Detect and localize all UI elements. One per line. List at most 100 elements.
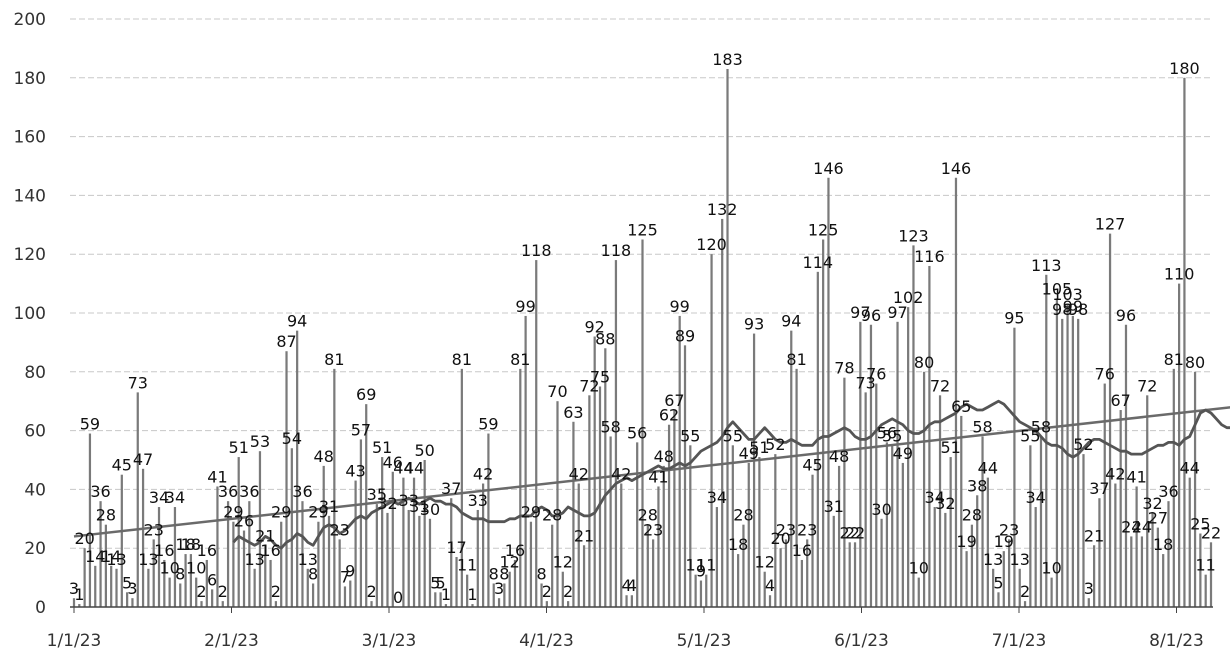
bar	[678, 315, 681, 607]
bar-data-label: 23	[776, 520, 796, 539]
bar-data-label: 13	[1010, 550, 1030, 569]
bar	[901, 462, 904, 607]
bar	[928, 265, 931, 607]
bar	[620, 483, 623, 607]
bar-data-label: 41	[207, 467, 227, 486]
bar	[513, 559, 517, 607]
bar-data-label: 45	[802, 456, 822, 475]
bar-data-label: 11	[457, 556, 477, 575]
bar-data-label: 36	[218, 482, 238, 501]
bar	[78, 604, 81, 607]
bar	[875, 383, 878, 607]
bar	[423, 460, 426, 607]
bar-data-label: 12	[553, 553, 573, 572]
bar	[768, 595, 772, 607]
bar	[907, 307, 910, 607]
bar-data-label: 3	[127, 579, 137, 598]
bar	[976, 495, 979, 607]
bar-data-label: 30	[871, 500, 891, 519]
bar-data-label: 32	[1142, 494, 1162, 513]
bar-data-label: 22	[840, 523, 860, 542]
bar-data-label: 76	[1095, 365, 1115, 384]
bar	[391, 471, 394, 607]
bar	[359, 439, 363, 607]
y-tick-label: 120	[14, 245, 46, 265]
bar	[455, 557, 458, 607]
bar	[588, 395, 591, 607]
bar	[641, 239, 644, 607]
bar-data-label: 103	[1052, 285, 1083, 304]
bar	[944, 512, 947, 607]
bar-data-label: 2	[218, 582, 228, 601]
bar-data-label: 10	[159, 559, 179, 578]
bar	[152, 539, 155, 607]
bar	[173, 507, 177, 607]
bar-data-label: 0	[393, 588, 403, 607]
bar-data-label: 24	[1132, 517, 1152, 536]
y-tick-label: 60	[24, 422, 46, 442]
bar-data-label: 8	[308, 564, 318, 583]
bar-data-label: 10	[1041, 559, 1061, 578]
data-labels: 3120591436281413455373471323341610348181…	[69, 50, 1221, 607]
bar	[1050, 577, 1053, 607]
bar	[258, 451, 262, 607]
bar	[1151, 512, 1154, 607]
bar-data-label: 4	[765, 576, 775, 595]
bar	[1167, 501, 1170, 607]
bar-data-label: 1	[467, 585, 477, 604]
bar-data-label: 29	[521, 503, 541, 522]
bar-data-label: 31	[319, 497, 339, 516]
bar-data-label: 37	[1089, 479, 1109, 498]
bar-data-label: 59	[478, 415, 498, 434]
bar	[317, 521, 320, 607]
trendline	[73, 406, 1230, 538]
bar	[662, 465, 665, 607]
bar	[715, 507, 718, 607]
bar-data-label: 75	[590, 368, 610, 387]
bar	[104, 524, 107, 607]
bar-data-label: 114	[803, 253, 834, 272]
moving-average-line	[232, 399, 1230, 550]
bar	[970, 524, 974, 607]
bar	[795, 368, 798, 607]
bar-data-label: 11	[685, 556, 705, 575]
bar-data-label: 34	[149, 488, 169, 507]
bar	[1061, 318, 1064, 607]
bar-data-label: 3	[69, 579, 79, 598]
bar	[83, 548, 86, 607]
bar	[141, 468, 145, 607]
bar	[237, 457, 240, 607]
bar	[1071, 315, 1074, 607]
bar-data-label: 24	[1121, 517, 1141, 536]
bar-data-label: 8	[175, 564, 185, 583]
bar-data-label: 97	[850, 303, 870, 322]
bar-data-label: 146	[941, 159, 972, 178]
bar	[460, 368, 463, 607]
bar-data-label: 10	[909, 559, 929, 578]
bar	[1098, 498, 1101, 607]
bar	[1156, 527, 1159, 607]
bar	[444, 604, 448, 607]
bar-data-label: 19	[994, 532, 1014, 551]
bar	[742, 524, 745, 607]
bar-data-label: 30	[420, 500, 440, 519]
bar	[636, 442, 639, 607]
bar-data-label: 81	[786, 350, 806, 369]
bar	[402, 477, 405, 607]
bar	[195, 577, 198, 607]
bar-data-label: 28	[962, 506, 982, 525]
bar-data-label: 87	[276, 332, 296, 351]
bar	[519, 368, 522, 607]
bar	[853, 542, 857, 607]
bar-data-label: 31	[409, 497, 429, 516]
bar-data-label: 42	[473, 465, 493, 484]
bar	[763, 571, 766, 607]
bar-data-label: 32	[377, 494, 397, 513]
bar-data-label: 94	[781, 312, 801, 331]
bar	[710, 254, 713, 607]
bar-data-label: 81	[1164, 350, 1184, 369]
bar	[72, 598, 76, 607]
bar-data-label: 6	[207, 570, 217, 589]
